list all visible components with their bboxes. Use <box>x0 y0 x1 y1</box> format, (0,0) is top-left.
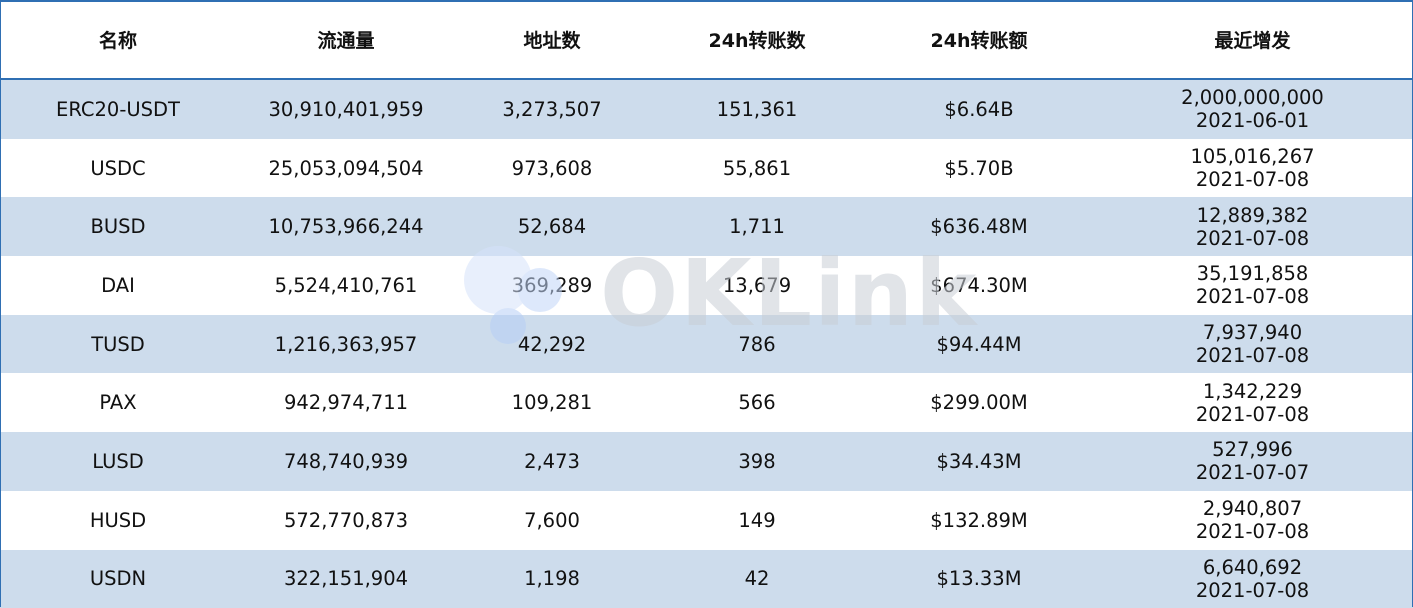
table-frame <box>0 0 1413 607</box>
